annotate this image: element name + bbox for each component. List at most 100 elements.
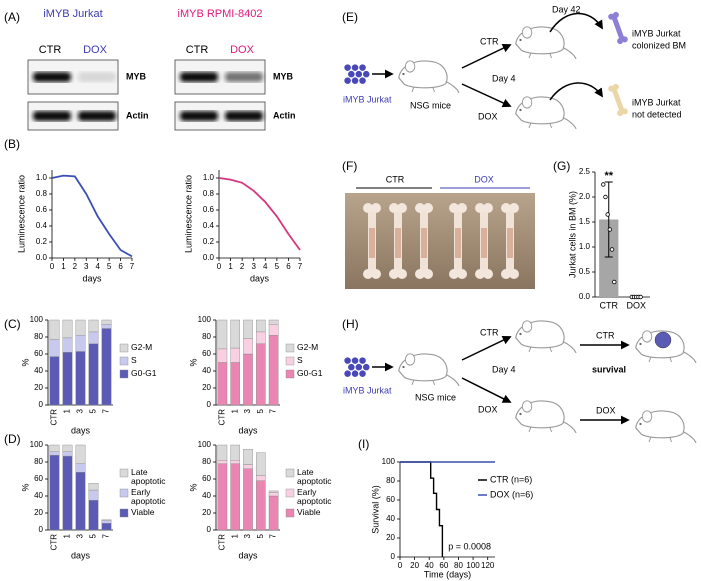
x-tick-label: 1 [63,408,72,413]
cells-icon [344,64,370,84]
mouse-icon [515,320,577,354]
point [612,279,617,285]
bone-end [449,203,459,213]
bar-segment [230,362,241,406]
bone-end [415,203,425,213]
label: NSG mice [410,100,451,110]
bone-stain [421,228,427,258]
label: DOX [474,174,494,184]
annotation: ** [604,170,613,182]
bone-end [397,269,407,279]
x-axis-label: days [250,273,270,283]
y-tick-label: 100 [198,440,212,449]
x-tick-label: 6 [286,262,291,271]
y-tick-label: 80 [34,457,43,466]
y-tick-label: 20 [202,383,211,392]
row-label: MYB [273,71,294,81]
x-tick-label: 6 [118,262,123,271]
y-tick-label: 40 [202,491,211,500]
y-tick-label: 40 [34,491,43,500]
x-tick-label: 7 [102,408,111,413]
x-tick-label: CTR [218,534,227,551]
legend-label-box: Early apoptotic [131,488,166,506]
x-tick-label: 0 [50,262,55,271]
label: DOX [478,111,498,121]
x-axis-label: days [82,273,102,283]
y-tick-label: 2.5 [579,167,591,176]
row-label: Actin [273,110,296,120]
bone-end [457,269,467,279]
y-tick-label: 0 [39,525,44,534]
panel-label: (E) [342,10,358,24]
bar-segment [62,451,73,457]
bone-end [389,203,399,213]
label: iMYB Jurkat [343,385,392,395]
label: NSG mice [415,392,456,402]
x-tick-label: 3 [251,262,256,271]
legend-label: Early apoptotic [131,488,166,506]
legend-label: Viable [297,508,321,517]
legend-label: Late apoptotic [131,468,166,486]
y-tick-label: 0 [39,400,44,409]
point [605,212,610,217]
bone-end [371,203,381,213]
x-tick-label: 7 [298,262,303,271]
bar-segment [75,351,86,406]
bar-segment [88,319,99,333]
y-tick-label: 0.8 [36,189,48,198]
lane-label: CTR [39,44,62,56]
legend-label: S [131,356,137,365]
legend-swatch [119,508,129,518]
y-tick-label: 100 [198,315,212,324]
x-tick-label: 5 [89,533,98,538]
y-axis-label: % [188,483,198,491]
panel-label: (A) [4,10,20,24]
blot-band [180,72,218,82]
panel-label: (B) [4,137,20,151]
bar-segment [75,335,86,352]
bar-segment [217,444,228,461]
panel-label: (I) [358,437,369,451]
legend-label-box: S [297,356,303,365]
panel-label: (H) [342,317,359,331]
x-tick-label: 7 [269,408,278,413]
bar-segment [49,444,60,453]
point [601,182,606,187]
y-axis-label: Survival (%) [370,485,380,534]
bar-segment [268,319,279,325]
y-tick-label: 60 [34,349,43,358]
bar-segment [268,492,279,497]
bone-end [475,203,485,213]
x-tick-label: 7 [269,533,278,538]
lane-label: CTR [186,44,209,56]
legend-label-box: Viable [297,508,321,517]
legend-swatch [285,488,295,498]
bone-end [423,269,433,279]
label: iMYB Jurkat [343,94,392,104]
arrow [549,82,603,101]
bar-segment [75,444,86,464]
x-tick-label: CTR [50,534,59,551]
y-tick-label: 60 [202,474,211,483]
blot-band [225,72,263,82]
legend-swatch [285,369,295,379]
bar-segment [101,523,112,531]
x-axis-label: days [238,550,258,560]
legend-label-box: G0-G1 [131,369,157,378]
panel-label: (C) [4,317,21,331]
x-tick-label: 2 [240,262,245,271]
bone-stain [455,228,461,258]
bar-segment [49,319,60,340]
diagram-h: iMYB Jurkat NSG mice CTR Day 4 DOX CTR s… [343,320,697,444]
bar-segment [49,339,60,357]
y-tick-label: 1.0 [579,242,591,251]
x-tick-label: 1 [230,408,239,413]
x-tick-label: 2 [73,262,78,271]
legend-label: CTR (n=6) [490,474,532,484]
legend-label: DOX (n=6) [490,489,533,499]
legend-label-box: Late apoptotic [297,468,332,486]
label: DOX [596,405,616,415]
x-tick-label: 1 [230,533,239,538]
bone-stain [369,228,375,258]
y-tick-label: 100 [382,457,396,466]
